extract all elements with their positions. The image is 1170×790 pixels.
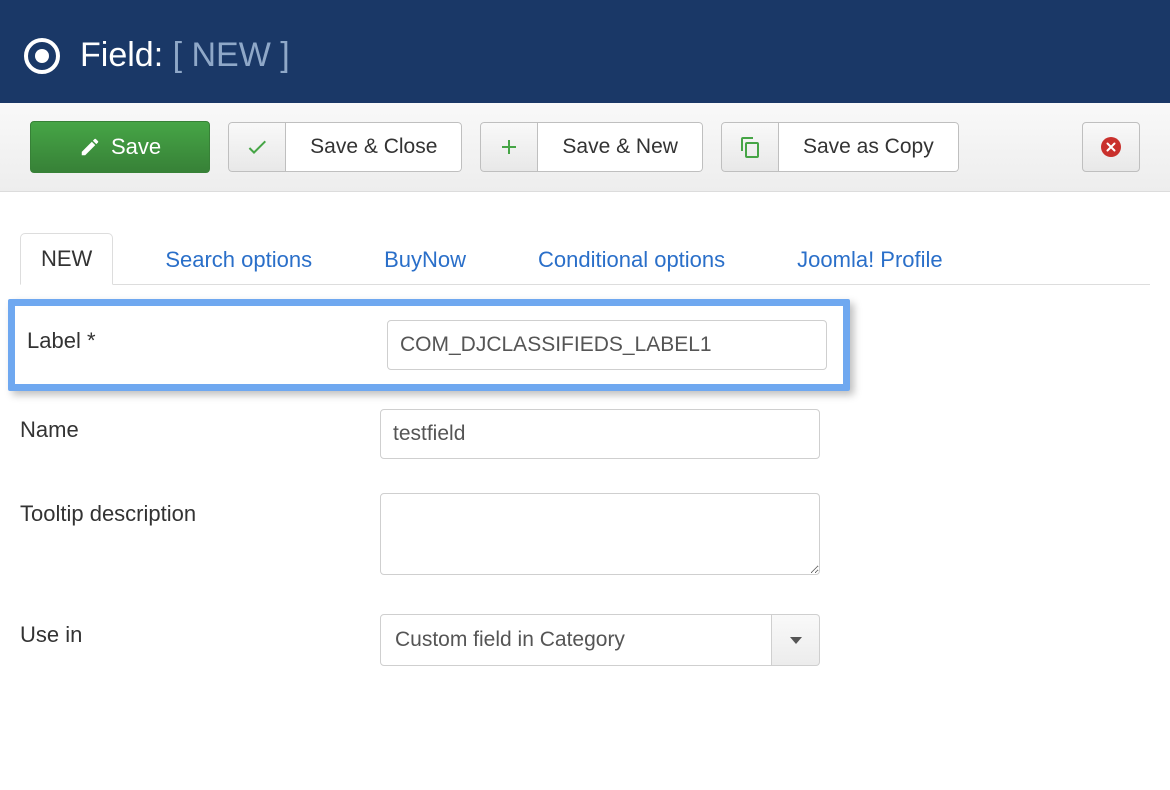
use-in-select-value: Custom field in Category [380,614,772,666]
use-in-field-row: Use in Custom field in Category [20,588,1150,674]
save-new-icon-part[interactable] [480,122,538,172]
tooltip-field-row: Tooltip description [20,467,1150,588]
name-field-row: Name [20,401,1150,467]
save-close-label[interactable]: Save & Close [286,122,462,172]
use-in-select-caret[interactable] [772,614,820,666]
tab-joomla-profile[interactable]: Joomla! Profile [777,235,963,285]
cancel-icon [1099,135,1123,159]
save-button-label: Save [111,134,161,160]
plus-icon [497,135,521,159]
name-field-control [380,409,820,459]
use-in-select[interactable]: Custom field in Category [380,614,820,666]
copy-icon [738,135,762,159]
apply-icon [79,136,101,158]
page-title: Field: [ NEW ] [80,36,290,75]
tab-buynow[interactable]: BuyNow [364,235,486,285]
page-title-status: [ NEW ] [173,36,290,74]
save-close-button[interactable]: Save & Close [228,122,462,172]
check-icon [245,135,269,159]
form: Label * Name Tooltip description Use in … [20,285,1150,674]
tooltip-field-control [380,493,820,580]
field-icon [24,38,60,74]
tab-new[interactable]: NEW [20,233,113,285]
label-field-row: Label * [8,299,850,391]
name-input[interactable] [380,409,820,459]
tab-conditional-options[interactable]: Conditional options [518,235,745,285]
tooltip-textarea[interactable] [380,493,820,575]
save-button[interactable]: Save [30,121,210,173]
cancel-button[interactable] [1082,122,1140,172]
top-menubar-strip [0,0,1170,8]
label-input[interactable] [387,320,827,370]
label-field-control [387,320,827,370]
use-in-field-control: Custom field in Category [380,614,820,666]
save-copy-label[interactable]: Save as Copy [779,122,959,172]
save-new-button[interactable]: Save & New [480,122,703,172]
content-area: NEW Search options BuyNow Conditional op… [0,192,1170,694]
use-in-field-label: Use in [20,614,380,648]
save-copy-button[interactable]: Save as Copy [721,122,959,172]
name-field-label: Name [20,409,380,443]
save-new-label[interactable]: Save & New [538,122,703,172]
tab-search-options[interactable]: Search options [145,235,332,285]
save-close-icon-part[interactable] [228,122,286,172]
chevron-down-icon [790,637,802,644]
tooltip-field-label: Tooltip description [20,493,380,527]
label-field-label: Label * [27,320,387,354]
page-title-label: Field: [80,36,163,74]
toolbar: Save Save & Close Save & New Save as Cop… [0,103,1170,192]
page-header: Field: [ NEW ] [0,8,1170,103]
tabs: NEW Search options BuyNow Conditional op… [20,232,1150,285]
save-copy-icon-part[interactable] [721,122,779,172]
